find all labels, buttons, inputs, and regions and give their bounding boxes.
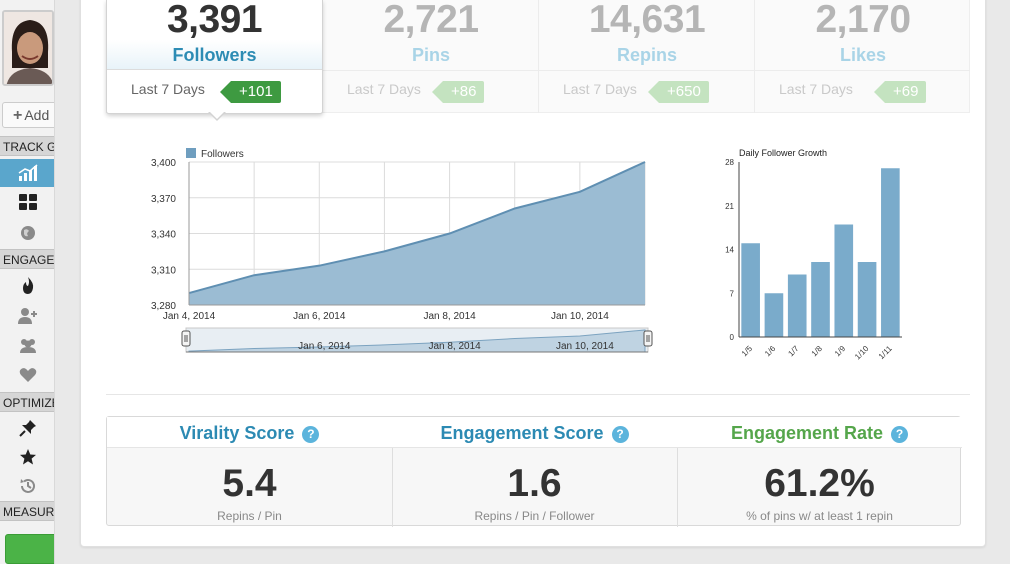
bar xyxy=(811,262,830,337)
bar xyxy=(787,274,807,337)
stat-value: 2,721 xyxy=(383,0,479,41)
y-tick-label: 28 xyxy=(725,158,734,167)
y-tick-label: 7 xyxy=(730,289,735,298)
add-account-button[interactable]: + Add xyxy=(2,102,54,128)
navigator-tick-label: Jan 10, 2014 xyxy=(556,341,614,352)
stat-likes[interactable]: 2,170 Likes Last 7 Days +69 xyxy=(755,0,971,113)
heart-icon[interactable] xyxy=(0,361,54,389)
y-tick-label: 3,340 xyxy=(151,230,176,241)
stat-label: Pins xyxy=(411,45,450,65)
history-icon[interactable] xyxy=(0,472,54,500)
navigator-tick-label: Jan 6, 2014 xyxy=(298,341,351,352)
score-subtitle: Repins / Pin / Follower xyxy=(474,509,595,523)
sidebar: +Add TRACK G ENGAGE OPTIMIZE MEASURE xyxy=(0,0,55,564)
navigator-tick-label: Jan 8, 2014 xyxy=(428,341,481,352)
score-value: 5.4 xyxy=(222,462,277,505)
help-icon[interactable]: ? xyxy=(611,426,629,443)
stat-pins[interactable]: 2,721 Pins Last 7 Days +86 xyxy=(323,0,539,113)
stat-delta-badge: +101 xyxy=(220,81,281,103)
score-title: Engagement Rate xyxy=(730,423,884,443)
scores-panel: Virality Score? 5.4 Repins / Pin Engagem… xyxy=(106,416,962,527)
x-tick-label: 1/5 xyxy=(740,344,755,359)
score-value: 61.2% xyxy=(764,462,875,505)
score-value: 1.6 xyxy=(507,462,562,505)
x-tick-label: 1/6 xyxy=(763,344,778,359)
legend-swatch xyxy=(186,148,196,158)
x-tick-label: Jan 10, 2014 xyxy=(551,311,609,322)
stat-period: Last 7 Days xyxy=(347,81,421,97)
score-title: Engagement Score xyxy=(440,423,604,443)
score-subtitle: % of pins w/ at least 1 repin xyxy=(746,509,893,523)
stat-label: Repins xyxy=(616,45,677,65)
score-title: Virality Score xyxy=(179,423,295,443)
x-tick-label: 1/9 xyxy=(833,344,848,359)
x-tick-label: 1/10 xyxy=(853,344,871,362)
stat-label: Likes xyxy=(839,45,887,65)
section-track: TRACK G xyxy=(0,136,54,156)
bar xyxy=(881,168,900,337)
group-icon[interactable] xyxy=(0,331,54,359)
stat-delta-badge: +86 xyxy=(431,81,485,103)
chart-title: Daily Follower Growth xyxy=(739,148,827,158)
navigator-handle[interactable] xyxy=(643,330,653,347)
help-icon[interactable]: ? xyxy=(891,426,909,443)
section-measure: MEASURE xyxy=(0,501,54,521)
avatar[interactable] xyxy=(2,10,54,86)
legend-label: Followers xyxy=(201,149,244,160)
stat-value: 2,170 xyxy=(815,0,911,41)
stat-followers[interactable]: 3,391 Followers Last 7 Days +101 xyxy=(106,0,323,114)
stat-period: Last 7 Days xyxy=(131,81,205,97)
score-engagement: Engagement Score? 1.6 Repins / Pin / Fol… xyxy=(392,417,677,527)
green-action-button[interactable] xyxy=(5,534,54,564)
stat-value: 14,631 xyxy=(588,0,706,41)
x-tick-label: Jan 6, 2014 xyxy=(293,311,346,322)
x-tick-label: Jan 4, 2014 xyxy=(163,311,216,322)
y-tick-label: 3,400 xyxy=(151,158,176,169)
bar xyxy=(764,293,784,337)
y-tick-label: 3,370 xyxy=(151,194,176,205)
bar xyxy=(741,243,760,337)
series-area xyxy=(189,162,645,305)
chart-icon[interactable] xyxy=(0,159,54,187)
navigator-handle[interactable] xyxy=(181,330,191,347)
stat-repins[interactable]: 14,631 Repins Last 7 Days +650 xyxy=(539,0,755,113)
x-tick-label: Jan 8, 2014 xyxy=(423,311,476,322)
stat-delta-badge: +650 xyxy=(648,81,709,103)
stat-delta-badge: +69 xyxy=(873,81,927,103)
bar xyxy=(857,262,877,337)
plus-icon: + xyxy=(13,107,23,124)
add-person-icon[interactable] xyxy=(0,302,54,330)
y-tick-label: 3,280 xyxy=(151,301,176,312)
x-tick-label: 1/7 xyxy=(786,344,801,359)
score-subtitle: Repins / Pin xyxy=(217,509,282,523)
score-virality: Virality Score? 5.4 Repins / Pin xyxy=(107,417,392,527)
help-icon[interactable]: ? xyxy=(302,426,320,443)
section-divider xyxy=(106,394,970,395)
pin-icon[interactable] xyxy=(0,414,54,442)
stat-period: Last 7 Days xyxy=(563,81,637,97)
stat-label: Followers xyxy=(172,45,257,65)
flame-icon[interactable] xyxy=(0,272,54,300)
series-line xyxy=(188,161,646,295)
y-tick-label: 3,310 xyxy=(151,265,176,276)
section-engage: ENGAGE xyxy=(0,249,54,269)
y-tick-label: 14 xyxy=(725,246,734,255)
daily-follower-growth-chart: Daily Follower Growth 28 21 14 7 0 1/5 1/6 1/7 1/… xyxy=(725,148,902,362)
active-tile-pointer xyxy=(208,111,226,121)
x-tick-label: 1/11 xyxy=(877,344,894,361)
section-optimize: OPTIMIZE xyxy=(0,392,54,412)
stat-value: 3,391 xyxy=(166,0,263,41)
globe-icon[interactable] xyxy=(0,219,54,247)
y-tick-label: 0 xyxy=(730,333,735,342)
score-engagement-rate: Engagement Rate? 61.2% % of pins w/ at l… xyxy=(677,417,962,527)
x-tick-label: 1/8 xyxy=(810,344,825,359)
y-tick-label: 21 xyxy=(725,202,734,211)
stat-period: Last 7 Days xyxy=(779,81,853,97)
grid-icon[interactable] xyxy=(0,188,54,216)
star-icon[interactable] xyxy=(0,443,54,471)
bar xyxy=(834,224,854,337)
